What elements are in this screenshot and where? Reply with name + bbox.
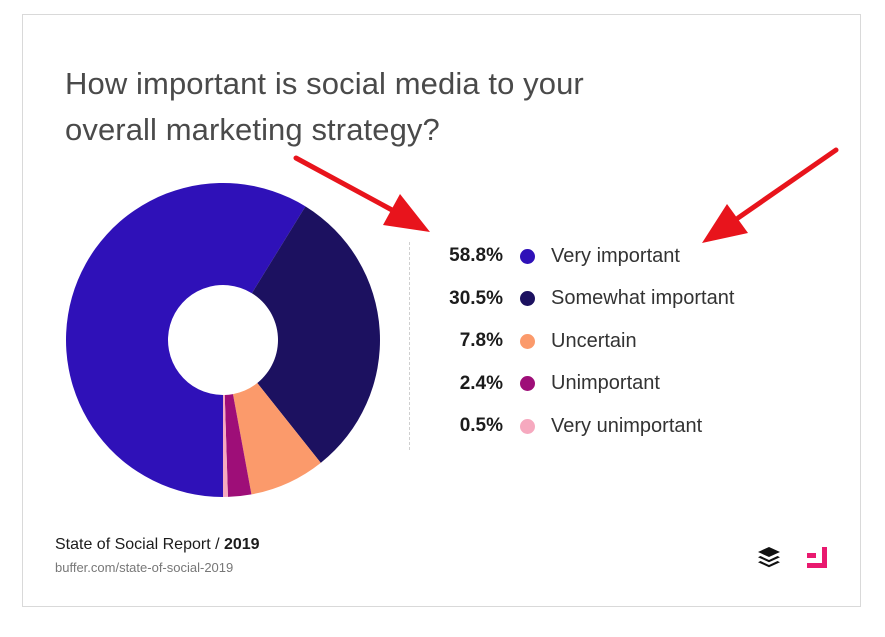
legend-label-very-important: Very important xyxy=(551,244,680,267)
legend-item-very-important: 58.8% Very important xyxy=(423,235,734,278)
legend-divider xyxy=(409,242,410,450)
legend-swatch-somewhat-important xyxy=(520,291,535,307)
legend-value-very-unimportant: 0.5% xyxy=(459,415,503,437)
legend-label-somewhat-important: Somewhat important xyxy=(551,287,735,310)
report-title: State of Social Report / 2019 xyxy=(55,536,260,554)
legend-value-uncertain: 7.8% xyxy=(459,330,503,352)
report-name: State of Social Report / xyxy=(55,536,224,553)
chart-title: How important is social media to your ov… xyxy=(65,61,665,153)
donut-slice-very-important xyxy=(65,182,306,497)
brand-logo-icon xyxy=(807,547,827,568)
legend-label-very-unimportant: Very unimportant xyxy=(551,414,703,437)
legend-value-somewhat-important: 30.5% xyxy=(449,287,503,309)
chart-card: How important is social media to your ov… xyxy=(22,14,861,607)
chart-title-line-1: How important is social media to your xyxy=(65,66,584,101)
legend-swatch-very-unimportant xyxy=(520,418,535,434)
chart-legend: 58.8% Very important 30.5% Somewhat importa… xyxy=(423,235,734,448)
donut-slice-unimportant xyxy=(224,394,252,497)
report-url: buffer.com/state-of-social-2019 xyxy=(55,560,234,575)
legend-swatch-very-important xyxy=(520,248,535,264)
chart-title-line-2: overall marketing strategy? xyxy=(65,112,440,147)
report-year: 2019 xyxy=(223,536,260,553)
legend-item-somewhat-important: 30.5% Somewhat important xyxy=(423,278,734,321)
donut-chart xyxy=(65,182,381,497)
legend-value-very-important: 58.8% xyxy=(449,245,503,267)
donut-slice-uncertain xyxy=(232,383,321,495)
legend-item-unimportant: 2.4% Unimportant xyxy=(423,363,734,406)
donut-slice-very-unimportant xyxy=(223,394,228,497)
legend-item-very-unimportant: 0.5% Very unimportant xyxy=(423,405,734,448)
legend-swatch-uncertain xyxy=(520,333,535,349)
donut-slice-somewhat-important xyxy=(251,206,381,463)
buffer-logo-icon xyxy=(758,547,780,568)
legend-label-unimportant: Unimportant xyxy=(551,372,660,395)
legend-swatch-unimportant xyxy=(520,376,535,392)
legend-label-uncertain: Uncertain xyxy=(551,329,637,352)
legend-value-unimportant: 2.4% xyxy=(459,372,503,394)
legend-item-uncertain: 7.8% Uncertain xyxy=(423,320,734,363)
